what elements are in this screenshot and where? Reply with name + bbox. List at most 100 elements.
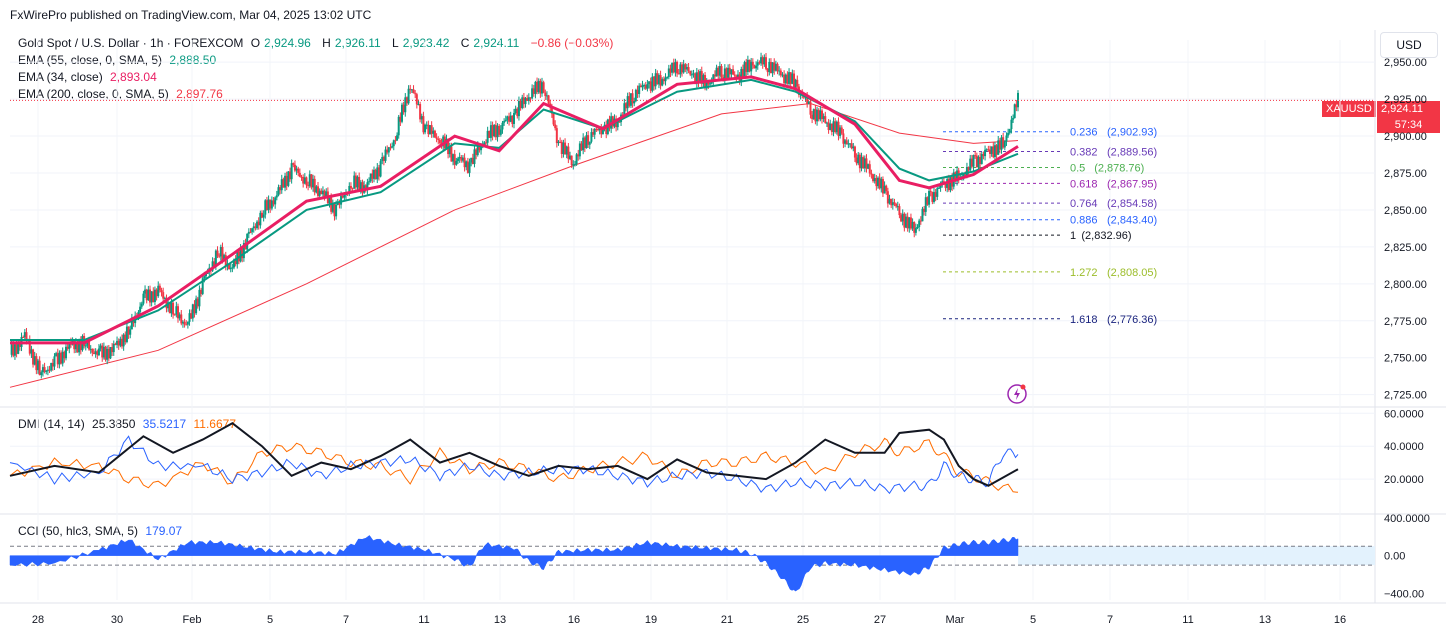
publisher-header: FxWirePro published on TradingView.com, …: [10, 8, 372, 22]
candle-body: [43, 367, 46, 372]
x-tick-label: 25: [797, 614, 809, 626]
candle-body: [340, 195, 343, 205]
candle-body: [985, 149, 988, 151]
candle-body: [758, 62, 761, 64]
candle-body: [186, 321, 189, 325]
candle-body: [524, 98, 527, 105]
candle-body: [565, 146, 568, 155]
candle-body: [94, 351, 97, 355]
candle-body: [634, 89, 637, 102]
candle-body: [521, 97, 524, 109]
candle-body: [705, 82, 708, 89]
alert-icon[interactable]: [1007, 384, 1027, 404]
candle-body: [979, 156, 982, 164]
candle-body: [653, 76, 655, 87]
candle-body: [753, 65, 756, 69]
candle-body: [569, 155, 571, 159]
x-tick-label: 13: [1259, 614, 1271, 626]
candle-body: [114, 343, 117, 345]
candle-body: [89, 348, 92, 350]
x-tick-label: 7: [1107, 614, 1113, 626]
y-tick-label: 2,850.00: [1384, 205, 1427, 217]
candle-body: [857, 154, 860, 164]
candle-body: [354, 175, 357, 188]
candle-body: [690, 74, 693, 76]
candle-body: [442, 136, 445, 147]
fib-price-label: (2,808.05): [1107, 267, 1157, 279]
adx-value: 25.3850: [92, 417, 136, 431]
candle-body: [96, 351, 99, 356]
countdown-value: 57:34: [1394, 119, 1423, 131]
candle-body: [905, 216, 907, 228]
candle-body: [289, 171, 291, 180]
candle-body: [600, 128, 603, 135]
candle-body: [50, 362, 53, 371]
candle-body: [788, 72, 791, 84]
symbol-legend[interactable]: Gold Spot / U.S. Dollar · 1h · FOREXCOM …: [18, 36, 617, 50]
candle-body: [93, 352, 95, 355]
candle-body: [865, 158, 868, 169]
candle-body: [557, 141, 560, 144]
candle-body: [292, 163, 295, 165]
candle-body: [677, 73, 680, 75]
candle-body: [723, 68, 726, 79]
y-tick-label: 2,750.00: [1384, 353, 1427, 365]
x-tick-label: 13: [494, 614, 506, 626]
candle-body: [733, 74, 736, 76]
candle-body: [23, 332, 26, 338]
ema34-legend[interactable]: EMA (34, close) 2,893.04: [18, 70, 161, 84]
candle-body: [811, 114, 814, 119]
x-tick-label: 16: [1334, 614, 1346, 626]
candle-body: [475, 149, 478, 155]
candle-body: [437, 138, 440, 140]
fib-price-label: (2,854.58): [1107, 198, 1157, 210]
candle-body: [498, 125, 501, 135]
candle-body: [242, 242, 245, 259]
candle-body: [295, 168, 298, 171]
fib-price-label: (2,902.93): [1107, 127, 1157, 139]
candle-body: [158, 285, 161, 291]
candle-body: [654, 73, 657, 87]
cci-legend[interactable]: CCI (50, hlc3, SMA, 5) 179.07: [18, 524, 186, 538]
candle-body: [157, 285, 160, 297]
candle-body: [822, 116, 825, 120]
candle-body: [246, 233, 249, 250]
candle-body: [534, 81, 537, 94]
candle-body: [219, 246, 222, 257]
ema200-legend[interactable]: EMA (200, close, 0, SMA, 5) 2,897.76: [18, 87, 227, 101]
fibonacci-retracement[interactable]: 0.236 (2,902.93) 0.382 (2,889.56) 0.5 (2,878.…: [943, 127, 1157, 326]
candle-body: [629, 93, 632, 106]
candle-body: [58, 352, 61, 365]
candle-body: [473, 149, 476, 164]
candle-body: [241, 248, 244, 259]
ema55-legend[interactable]: EMA (55, close, 0, SMA, 5) 2,888.50: [18, 53, 220, 67]
candle-body: [30, 349, 33, 354]
candle-body: [761, 57, 764, 65]
candle-body: [514, 108, 517, 114]
candle-body: [814, 109, 817, 122]
candle-body: [717, 67, 720, 76]
candle-body: [682, 64, 685, 73]
candle-body: [545, 95, 548, 97]
candle-body: [725, 68, 728, 78]
candle-body: [195, 298, 198, 314]
candle-body: [539, 80, 542, 94]
candle-body: [188, 313, 191, 322]
candle-body: [816, 109, 819, 122]
candle-body: [293, 164, 296, 171]
candle-body: [216, 250, 219, 256]
candle-body: [567, 146, 570, 159]
candle-body: [211, 261, 214, 271]
candle-body: [769, 61, 772, 74]
currency-button[interactable]: USD: [1380, 32, 1438, 58]
ema200-value: 2,897.76: [176, 87, 223, 101]
candle-body: [48, 369, 51, 371]
candle-body: [595, 128, 598, 130]
candle-body: [702, 75, 705, 84]
candle-body: [662, 79, 665, 82]
x-tick-label: 30: [111, 614, 123, 626]
candle-body: [885, 185, 888, 192]
candle-body: [872, 174, 875, 182]
candle-body: [433, 130, 436, 138]
